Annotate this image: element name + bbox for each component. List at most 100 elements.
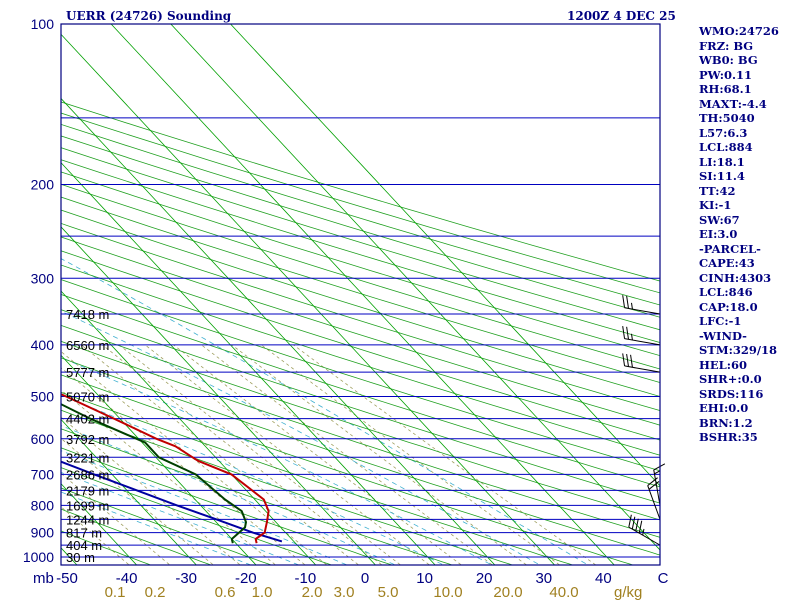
mixing-ratio-line [118,344,402,565]
index-line: LI:18.1 [699,154,745,169]
isotherm-line [61,97,496,565]
moist-adiabat-line [61,394,445,565]
temperature-tick-label: 30 [535,570,552,587]
mixing-ratio-tick-label: 5.0 [378,584,399,600]
wind-barb-half-flag [642,528,645,536]
isotherm-line [110,24,615,565]
temperature-tick-label: 40 [595,570,612,587]
wind-barb-flag [622,326,626,339]
mixing-ratio-tick-label: 40.0 [549,584,578,600]
moist-adiabat-line [61,471,300,565]
moist-adiabat-line [61,356,493,565]
time-title: 1200Z 4 DEC 25 [567,9,676,23]
height-label: 6560 m [66,338,109,353]
moist-adiabat-line [61,450,348,565]
isotherm-line [0,0,20,568]
pressure-tick-label: 100 [31,16,55,32]
mixing-ratio-line [293,344,597,565]
wind-barb [622,353,661,373]
parcel-trace-line [61,460,283,543]
mixing-ratio-tick-label: 2.0 [302,584,323,600]
height-label: 817 m [66,526,102,541]
temperature-tick-label: -20 [235,570,257,587]
index-line: SI:11.4 [699,169,745,183]
mixing-ratio-line [231,344,528,565]
dry-adiabat-line [61,357,660,556]
height-label: 4402 m [66,412,109,427]
index-line: RH:68.1 [699,82,752,96]
index-line: -PARCEL- [699,241,761,256]
wind-barb-flag [626,354,629,367]
index-line: SHR+:0.0 [699,372,762,386]
temperature-tick-label: 10 [416,570,433,587]
wind-barb-flag [626,295,629,309]
wind-barb [622,326,661,346]
index-line: LCL:884 [699,140,753,154]
height-label: 7418 m [66,307,109,322]
height-label: 2179 m [66,483,109,498]
moist-adiabat-line [61,310,541,565]
pressure-tick-label: 900 [31,525,55,541]
dry-adiabat-line [61,508,212,565]
isotherm-line [229,24,660,487]
moist-adiabat-line [61,425,397,565]
temperature-tick-label: C [658,570,669,587]
index-line: EHI:0.0 [699,401,749,415]
temperature-tick-label: -30 [175,570,197,587]
wind-barb-staff [624,365,661,373]
mixing-ratio-tick-label: 0.1 [105,584,126,600]
mixing-ratio-tick-label: 20.0 [493,584,522,600]
index-line: LCL:846 [699,285,753,299]
index-line: KI:-1 [699,198,732,212]
moist-adiabat-line [61,258,589,565]
mixing-ratio-line [261,344,561,565]
mixing-ratio-line [61,416,241,565]
temperature-tick-label: -10 [295,570,317,587]
wind-barb-staff [624,338,661,346]
wind-barb-flag [635,518,639,532]
wind-barb-flag [628,514,632,528]
dry-adiabat-line [61,293,660,488]
wind-barb [647,477,661,520]
mixing-ratio-line [173,344,463,565]
pressure-tick-label: 200 [31,176,55,192]
mixing-ratio-line [61,506,130,565]
wind-barb-flag [648,481,660,490]
index-line: SRDS:116 [699,386,764,401]
wind-barb-staff [647,485,661,520]
index-line: STM:329/18 [699,343,778,357]
dry-adiabat-line [61,250,660,441]
mixing-ratio-tick-label: 3.0 [334,584,355,600]
wind-barb-half-flag [631,302,633,310]
height-label: 30 m [66,550,95,565]
mixing-ratio-line [102,344,383,565]
wind-barb-staff [653,469,661,506]
wind-barb-flag [626,326,629,340]
height-label: 1699 m [66,498,109,513]
isotherm-line [61,354,257,565]
isotherm-line [61,226,376,565]
pressure-tick-label: 1000 [23,549,54,565]
mixing-ratio-tick-label: 0.2 [145,584,166,600]
mixing-ratio-tick-label: 0.6 [215,584,236,600]
station-title: UERR (24726) Sounding [66,9,232,23]
index-line: BSHR:35 [699,430,758,444]
height-label: 1244 m [66,512,109,527]
height-label: 2686 m [66,467,109,482]
pressure-tick-label: 600 [31,431,55,447]
pressure-tick-label: 700 [31,466,55,482]
isotherm-line [61,162,436,565]
index-line: WMO:24726 [699,24,779,38]
dry-adiabat-line [61,467,333,565]
wind-barb-staff [628,526,661,546]
pressure-tick-label: 400 [31,337,55,353]
wind-barb-half-flag [631,333,633,341]
index-line: L57:6.3 [699,125,748,140]
wind-barb-flag [647,477,658,486]
temperature-tick-label: -40 [116,570,138,587]
wind-barb [622,295,661,315]
index-line: TT:42 [699,183,736,198]
height-label: 404 m [66,538,102,553]
temperature-tick-label: 20 [476,570,493,587]
